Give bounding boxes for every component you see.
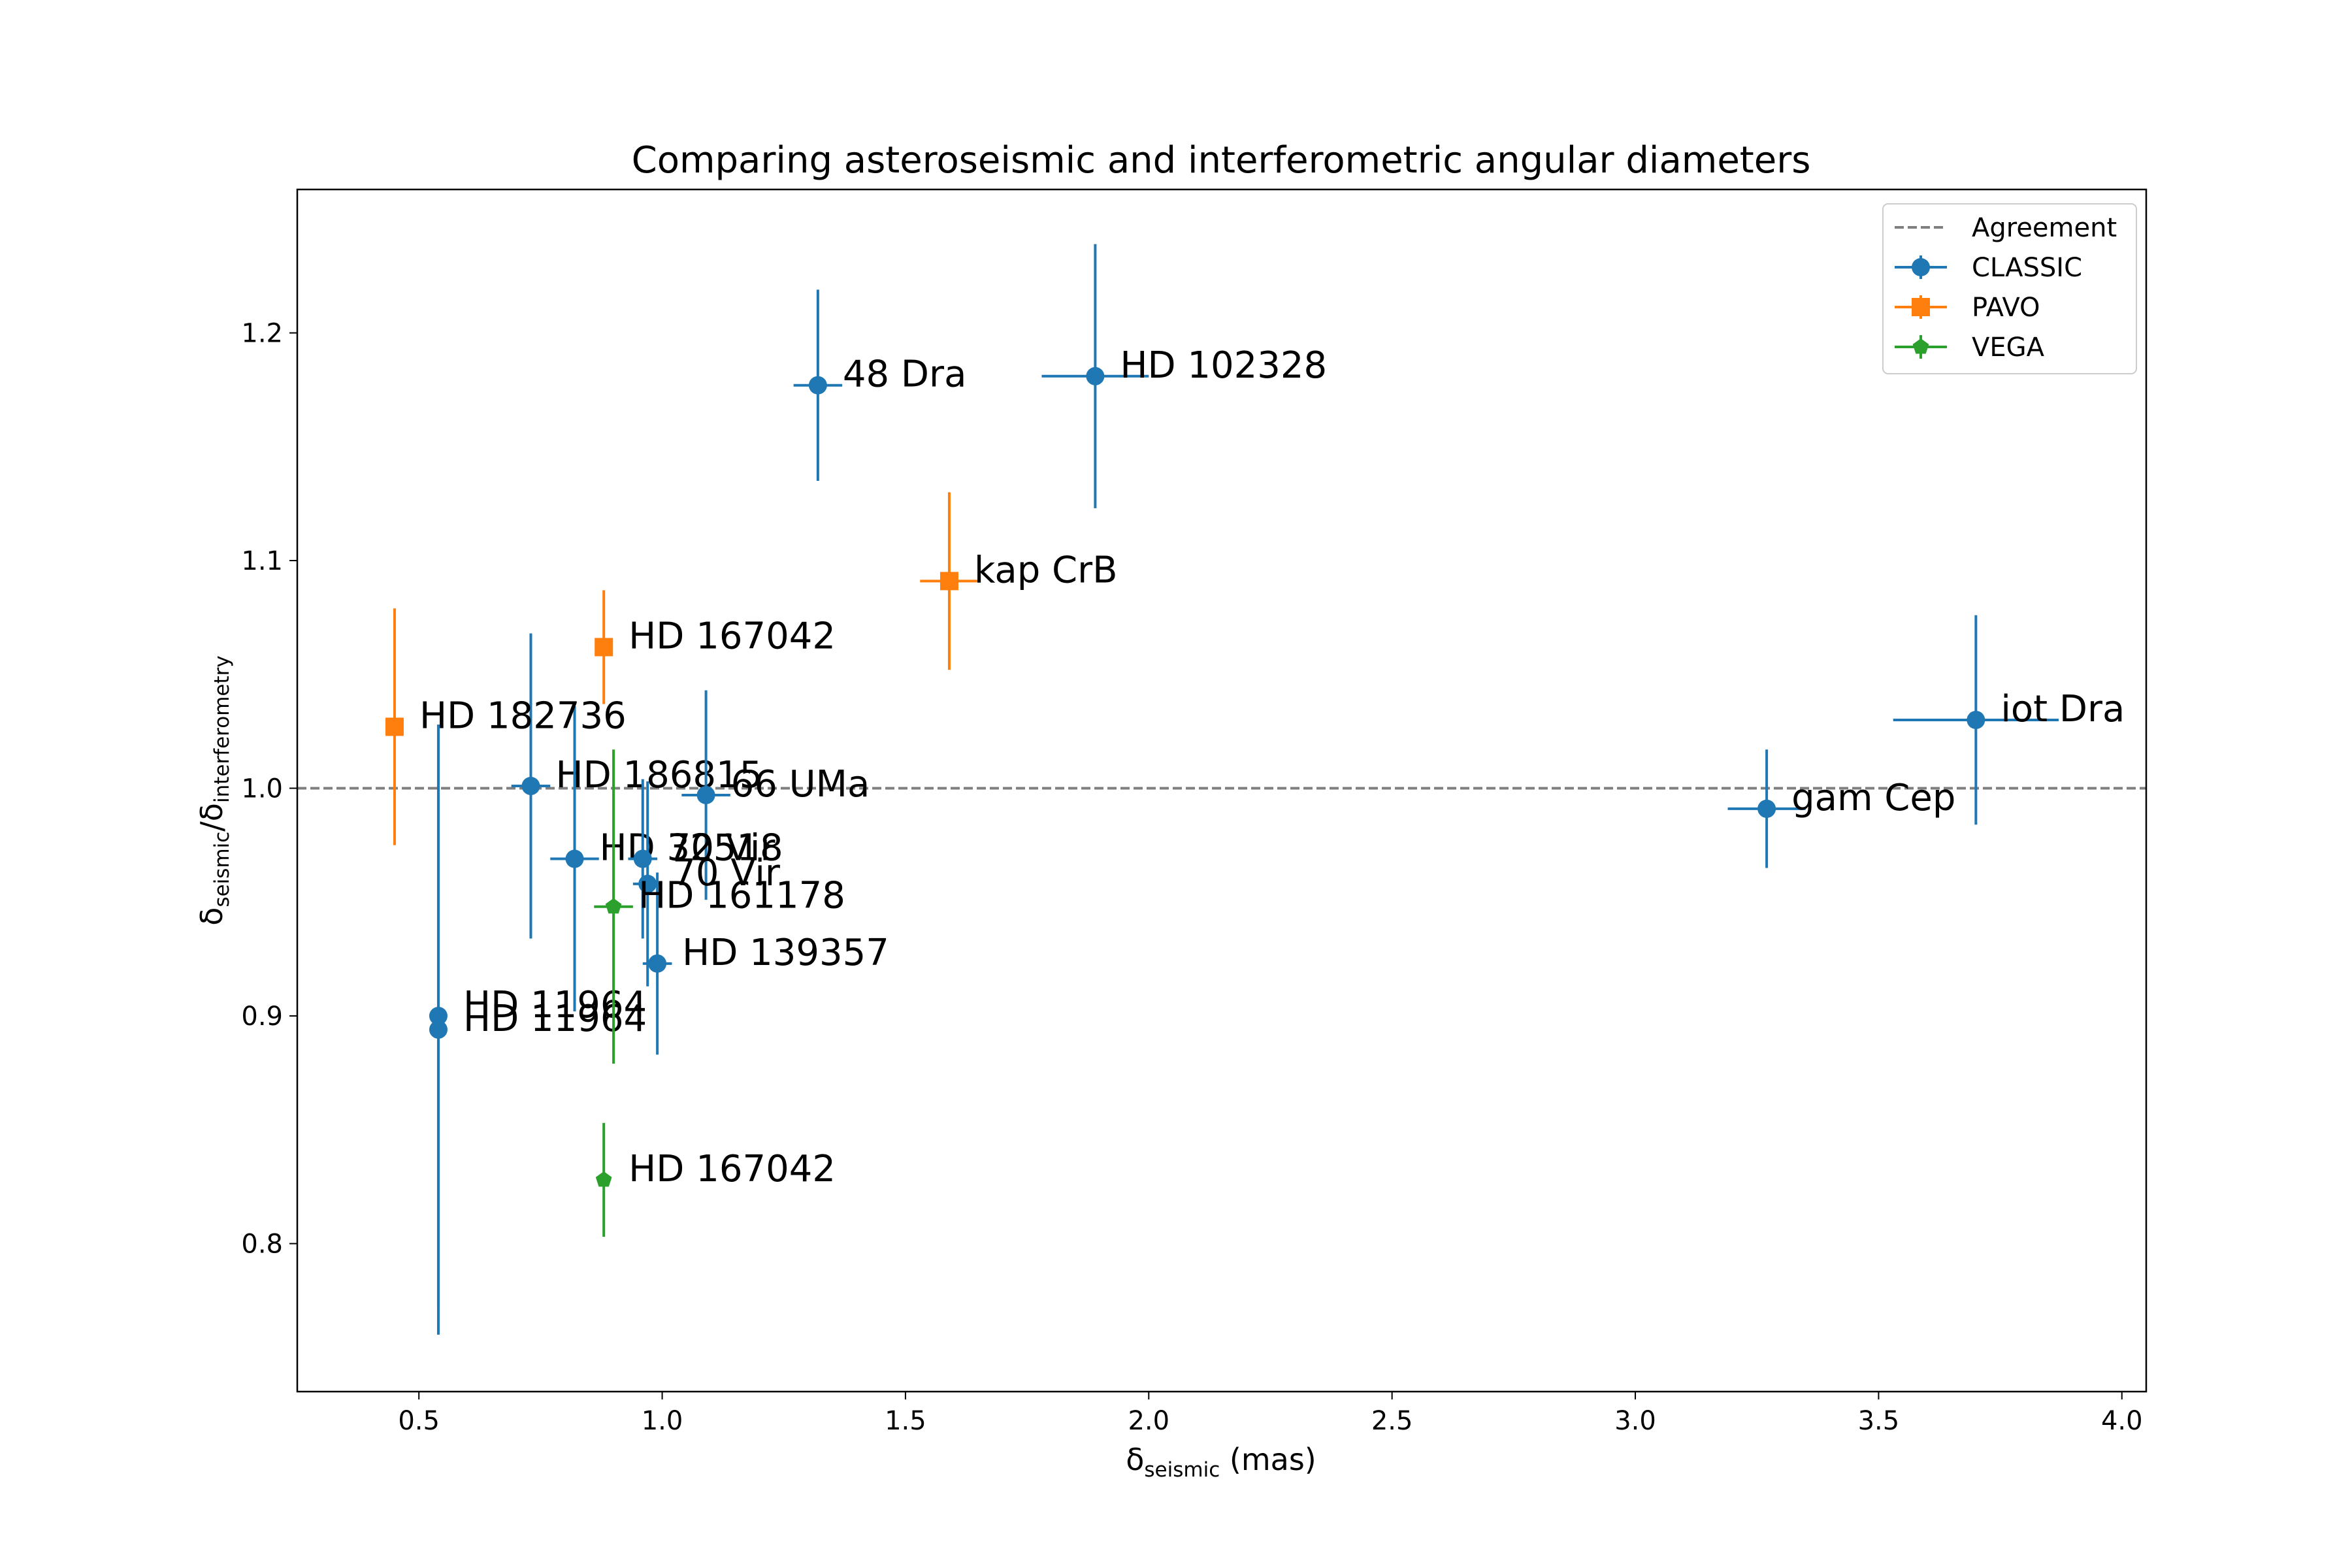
x-axis-label-suffix: (mas)	[1220, 1442, 1316, 1477]
legend-box	[1882, 203, 2137, 374]
x-tick-label: 1.0	[642, 1406, 683, 1436]
y-tick-label: 0.8	[241, 1229, 283, 1259]
y-axis-label-base1: δ	[194, 907, 229, 926]
x-tick-label: 2.0	[1128, 1406, 1169, 1436]
y-axis-label: δseismic/δinterferometry	[194, 655, 234, 925]
y-tick-label: 1.1	[241, 546, 283, 576]
data-point	[1757, 799, 1776, 818]
data-point	[648, 954, 667, 973]
legend: Agreement CLASSIC PAVO VEGA	[1882, 203, 2137, 374]
data-point	[1086, 367, 1105, 385]
point-label: HD 11964	[463, 998, 647, 1040]
x-tick-label: 2.5	[1371, 1406, 1413, 1436]
data-point	[385, 717, 404, 736]
data-point	[638, 874, 657, 893]
x-axis-ticks: 0.5 1.0 1.5 2.0 2.5 3.0 3.5 4.0	[398, 1392, 2143, 1436]
y-tick-label: 1.2	[241, 319, 283, 349]
point-label: HD 167042	[629, 1148, 836, 1190]
point-label: 70 Vir	[668, 827, 776, 870]
point-label: HD 182736	[419, 694, 627, 737]
data-point	[1967, 710, 1985, 729]
point-label: gam Cep	[1791, 777, 1955, 819]
point-label: iot Dra	[2001, 688, 2125, 730]
legend-marker-classic	[1912, 258, 1930, 276]
data-point	[808, 376, 827, 395]
data-point	[605, 898, 622, 914]
legend-label-classic: CLASSIC	[1972, 253, 2082, 283]
y-tick-label: 0.9	[241, 1002, 283, 1032]
legend-marker-vega	[1912, 338, 1929, 354]
x-tick-label: 4.0	[2101, 1406, 2143, 1436]
point-label: HD 102328	[1120, 344, 1327, 387]
point-label: HD 11964	[463, 984, 647, 1026]
legend-series: CLASSIC PAVO VEGA	[1895, 253, 2082, 363]
data-point	[939, 572, 958, 591]
point-label: HD 139357	[682, 932, 889, 974]
data-point	[595, 638, 613, 657]
point-label: HD 161178	[638, 875, 845, 917]
point-label: 66 UMa	[731, 763, 870, 806]
plot-frame	[296, 188, 2148, 1393]
point-label: 48 Dra	[843, 353, 967, 396]
data-point	[429, 1020, 448, 1039]
point-label: 70 Vir	[672, 852, 781, 894]
y-axis-label-slash: /	[194, 821, 229, 832]
data-point	[696, 785, 715, 804]
x-tick-label: 1.5	[885, 1406, 926, 1436]
y-axis-label-sub2: interferometry	[210, 655, 234, 803]
x-tick-label: 3.5	[1858, 1406, 1900, 1436]
x-tick-label: 3.0	[1614, 1406, 1656, 1436]
data-point	[595, 1171, 612, 1187]
point-label: HD 186815	[555, 754, 762, 796]
point-label: HD 32518	[600, 827, 783, 870]
x-axis-label-sub: seismic	[1144, 1458, 1220, 1482]
point-label: HD 167042	[629, 615, 836, 657]
x-tick-label: 0.5	[398, 1406, 440, 1436]
y-axis-label-base2: δ	[194, 803, 229, 821]
data-point	[521, 777, 540, 796]
legend-marker-pavo	[1912, 298, 1930, 316]
x-axis-label: δseismic (mas)	[1126, 1442, 1316, 1482]
legend-label-pavo: PAVO	[1972, 293, 2040, 323]
chart-title: Comparing asteroseismic and interferomet…	[632, 139, 1811, 182]
data-point	[633, 849, 652, 868]
series-vega: HD 161178 HD 167042	[594, 749, 845, 1237]
point-label: kap CrB	[974, 549, 1118, 591]
legend-label-vega: VEGA	[1972, 333, 2045, 363]
y-axis-ticks: 0.8 0.9 1.0 1.1 1.2	[241, 319, 297, 1259]
y-tick-label: 1.0	[241, 774, 283, 804]
x-axis-label-base: δ	[1126, 1442, 1144, 1477]
y-axis-label-sub1: seismic	[210, 832, 234, 907]
legend-agreement-label: Agreement	[1972, 213, 2117, 243]
data-point	[565, 849, 584, 868]
